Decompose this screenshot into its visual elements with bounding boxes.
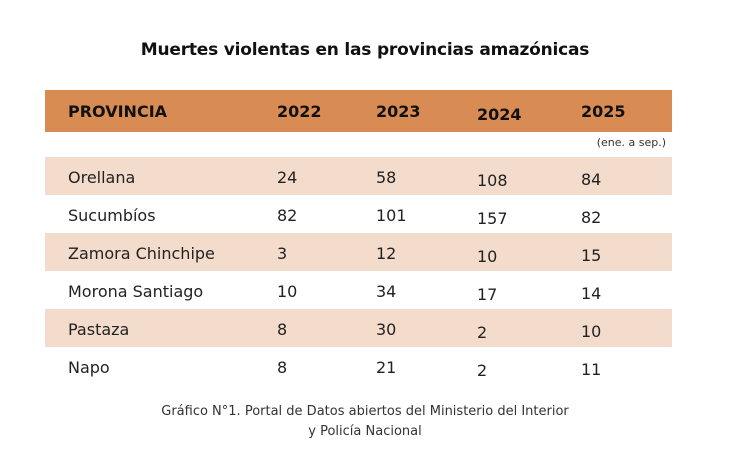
value-cell-2022: 24 — [277, 168, 298, 187]
caption-line-2: y Policía Nacional — [308, 424, 422, 439]
value-cell-2024: 17 — [477, 285, 498, 304]
table-title: Muertes violentas en las provincias amaz… — [140, 40, 590, 60]
deaths-table: PROVINCIA 2022 2023 2024 2025 (ene. a se… — [45, 90, 672, 385]
value-cell-2022: 82 — [277, 206, 298, 225]
header-provincia: PROVINCIA — [68, 102, 168, 121]
province-name-cell: Zamora Chinchipe — [68, 244, 215, 263]
table-body: Orellana 24 58 108 84 Sucumbíos 82 101 157 82 Zamo… — [45, 157, 672, 385]
note-2025-period: (ene. a sep.) — [596, 136, 666, 149]
value-cell-2022: 10 — [277, 282, 298, 301]
header-note-row: (ene. a sep.) — [45, 132, 672, 157]
value-cell-2023: 12 — [376, 244, 397, 263]
value-cell-2022: 8 — [277, 358, 288, 377]
table-header-row: PROVINCIA 2022 2023 2024 2025 — [45, 90, 672, 132]
header-2022: 2022 — [277, 102, 322, 121]
province-name-cell: Sucumbíos — [68, 206, 156, 225]
value-cell-2023: 30 — [376, 320, 397, 339]
value-cell-2025: 15 — [581, 246, 602, 265]
value-cell-2024: 2 — [477, 323, 488, 342]
value-cell-2025: 82 — [581, 208, 602, 227]
header-2023: 2023 — [376, 102, 421, 121]
value-cell-2023: 21 — [376, 358, 397, 377]
figure-caption: Gráfico N°1. Portal de Datos abiertos de… — [0, 402, 730, 442]
table-row: Napo 8 21 2 11 — [45, 347, 672, 385]
value-cell-2025: 10 — [581, 322, 602, 341]
value-cell-2023: 58 — [376, 168, 397, 187]
table-row: Pastaza 8 30 2 10 — [45, 309, 672, 347]
value-cell-2022: 3 — [277, 244, 288, 263]
province-name-cell: Pastaza — [68, 320, 130, 339]
table-row: Morona Santiago 10 34 17 14 — [45, 271, 672, 309]
table-row: Zamora Chinchipe 3 12 10 15 — [45, 233, 672, 271]
value-cell-2025: 11 — [581, 360, 602, 379]
value-cell-2022: 8 — [277, 320, 288, 339]
header-2025: 2025 — [581, 102, 626, 121]
value-cell-2024: 10 — [477, 247, 498, 266]
table-row: Sucumbíos 82 101 157 82 — [45, 195, 672, 233]
value-cell-2024: 2 — [477, 361, 488, 380]
value-cell-2025: 14 — [581, 284, 602, 303]
province-name-cell: Orellana — [68, 168, 136, 187]
value-cell-2024: 108 — [477, 171, 508, 190]
value-cell-2024: 157 — [477, 209, 508, 228]
value-cell-2023: 34 — [376, 282, 397, 301]
value-cell-2025: 84 — [581, 170, 602, 189]
province-name-cell: Morona Santiago — [68, 282, 204, 301]
table-row: Orellana 24 58 108 84 — [45, 157, 672, 195]
caption-line-1: Gráfico N°1. Portal de Datos abiertos de… — [161, 404, 569, 419]
value-cell-2023: 101 — [376, 206, 407, 225]
header-2024: 2024 — [477, 105, 522, 124]
province-name-cell: Napo — [68, 358, 110, 377]
